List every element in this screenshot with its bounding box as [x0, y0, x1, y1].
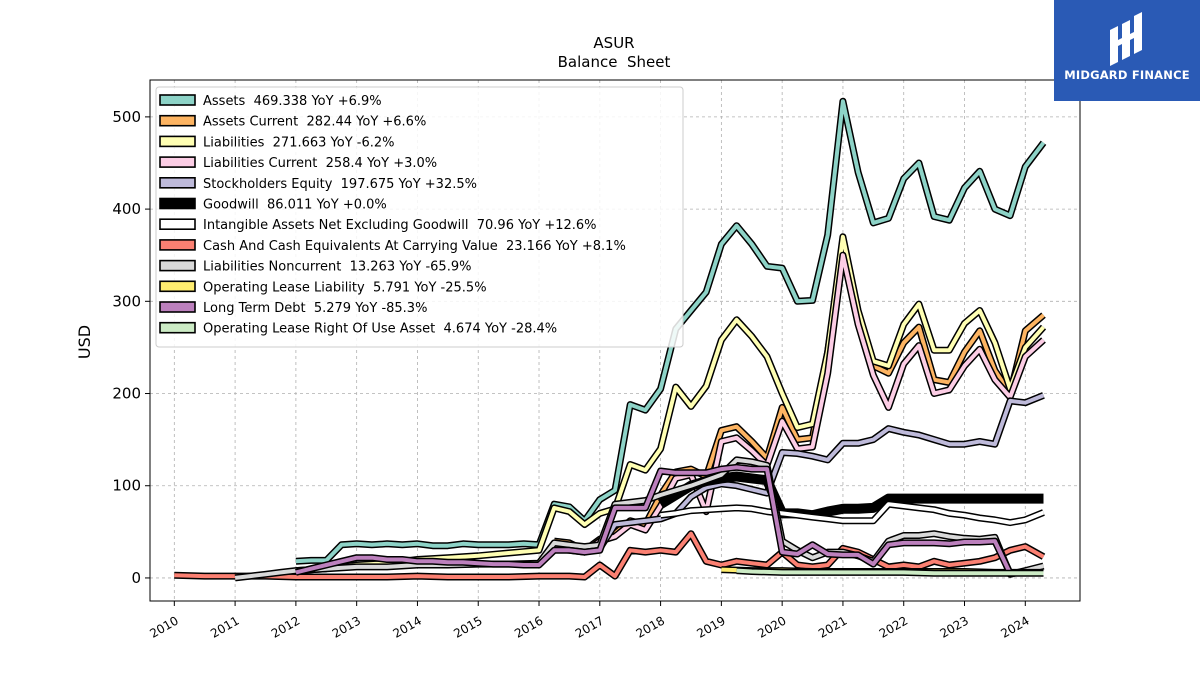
series-11	[736, 567, 1044, 577]
series-line	[295, 99, 1046, 564]
legend-item: Operating Lease Liability 5.791 YoY -25.…	[159, 280, 487, 295]
series-line	[234, 457, 1044, 580]
legend-label: Assets Current 282.44 YoY +6.6%	[203, 115, 426, 130]
legend-item: Cash And Cash Equivalents At Carrying Va…	[159, 239, 626, 254]
y-tick-label: 300	[112, 292, 141, 310]
x-tick-label: 2011	[208, 613, 241, 640]
y-tick-label: 100	[112, 477, 141, 495]
legend-swatch	[159, 114, 196, 127]
series-line	[736, 568, 1044, 576]
legend-item: Intangible Assets Net Excluding Goodwill…	[159, 218, 597, 233]
legend-swatch	[159, 239, 196, 251]
chart-subtitle: Balance Sheet	[558, 53, 671, 71]
plot-frame	[149, 79, 1081, 602]
legend-item: Long Term Debt 5.279 YoY -85.3%	[159, 301, 427, 316]
legend-item: Liabilities Noncurrent 13.263 YoY -65.9%	[159, 259, 471, 275]
series-line	[553, 253, 1045, 555]
y-tick-label: 200	[112, 385, 141, 403]
legend-label: Intangible Assets Net Excluding Goodwill…	[203, 218, 597, 233]
x-tick-label: 2022	[877, 613, 910, 640]
legend-label: Stockholders Equity 197.675 YoY +32.5%	[203, 177, 477, 192]
legend-swatch	[159, 218, 196, 230]
x-tick-label: 2015	[451, 613, 484, 640]
legend-label: Cash And Cash Equivalents At Carrying Va…	[203, 239, 626, 254]
legend-item: Liabilities Current 258.4 YoY +3.0%	[159, 156, 437, 171]
y-tick-label: 500	[112, 108, 141, 126]
legend-item: Stockholders Equity 197.675 YoY +32.5%	[159, 177, 477, 192]
series-2	[295, 233, 1047, 575]
x-tick-label: 2016	[512, 613, 545, 640]
legend-item: Liabilities 271.663 YoY -6.2%	[159, 135, 395, 150]
series-line	[660, 502, 1045, 525]
series-0	[295, 97, 1047, 565]
x-tick-label: 2010	[147, 613, 180, 640]
series-8	[234, 456, 1045, 582]
legend-swatch	[159, 177, 196, 189]
x-tick-label: 2021	[816, 613, 849, 640]
x-tick-label: 2017	[573, 613, 606, 640]
series-5	[658, 471, 1044, 521]
y-axis-label: USD	[75, 325, 94, 359]
series-7	[174, 530, 1046, 581]
midgard-logo-icon	[1110, 12, 1142, 66]
legend-item: Assets Current 282.44 YoY +6.6%	[159, 114, 426, 130]
legend-label: Operating Lease Liability 5.791 YoY -25.…	[203, 280, 487, 295]
legend-label: Operating Lease Right Of Use Asset 4.674…	[203, 322, 557, 337]
x-tick-label: 2012	[269, 613, 302, 640]
x-tick-label: 2013	[330, 613, 363, 640]
legend-label: Goodwill 86.011 YoY +0.0%	[203, 198, 387, 213]
y-tick-label: 0	[131, 569, 141, 587]
legend-swatch	[159, 321, 196, 334]
legend-swatch	[159, 156, 196, 168]
series-line	[174, 531, 1045, 579]
series-10	[295, 463, 1014, 576]
logo-text: MIDGARD FINANCE	[1064, 68, 1190, 82]
series-4	[553, 392, 1045, 556]
legend-box	[155, 86, 684, 348]
midgard-finance-logo: MIDGARD FINANCE	[1054, 0, 1200, 101]
x-tick-label: 2018	[634, 613, 667, 640]
legend-item: Goodwill 86.011 YoY +0.0%	[159, 197, 387, 213]
x-tick-label: 2023	[938, 613, 971, 640]
x-tick-label: 2019	[694, 613, 727, 640]
legend-swatch	[159, 94, 196, 106]
legend-label: Liabilities Noncurrent 13.263 YoY -65.9%	[203, 260, 471, 275]
legend-label: Liabilities Current 258.4 YoY +3.0%	[203, 156, 437, 171]
legend-swatch	[159, 301, 196, 313]
series-line	[553, 393, 1045, 555]
legend: Assets 469.338 YoY +6.9% Assets Current 2…	[155, 86, 684, 348]
legend-label: Liabilities 271.663 YoY -6.2%	[203, 135, 395, 150]
legend-item: Operating Lease Right Of Use Asset 4.674…	[159, 321, 557, 337]
legend-swatch	[159, 259, 196, 272]
series-layer	[174, 97, 1047, 582]
y-tick-label: 400	[112, 200, 141, 218]
x-tick-label: 2014	[390, 613, 423, 640]
x-tick-label: 2020	[755, 613, 788, 640]
legend-item: Assets 469.338 YoY +6.9%	[159, 94, 382, 109]
legend-swatch	[159, 197, 196, 210]
x-tick-label: 2024	[998, 613, 1031, 640]
chart-title: ASUR	[593, 34, 634, 52]
series-6	[660, 500, 1045, 527]
series-line	[295, 234, 1045, 573]
legend-swatch	[159, 280, 196, 293]
series-3	[553, 251, 1046, 556]
legend-swatch	[159, 135, 196, 148]
legend-label: Assets 469.338 YoY +6.9%	[203, 94, 382, 109]
legend-label: Long Term Debt 5.279 YoY -85.3%	[203, 301, 427, 316]
series-line	[295, 465, 1012, 575]
series-line-outline	[658, 471, 1044, 521]
